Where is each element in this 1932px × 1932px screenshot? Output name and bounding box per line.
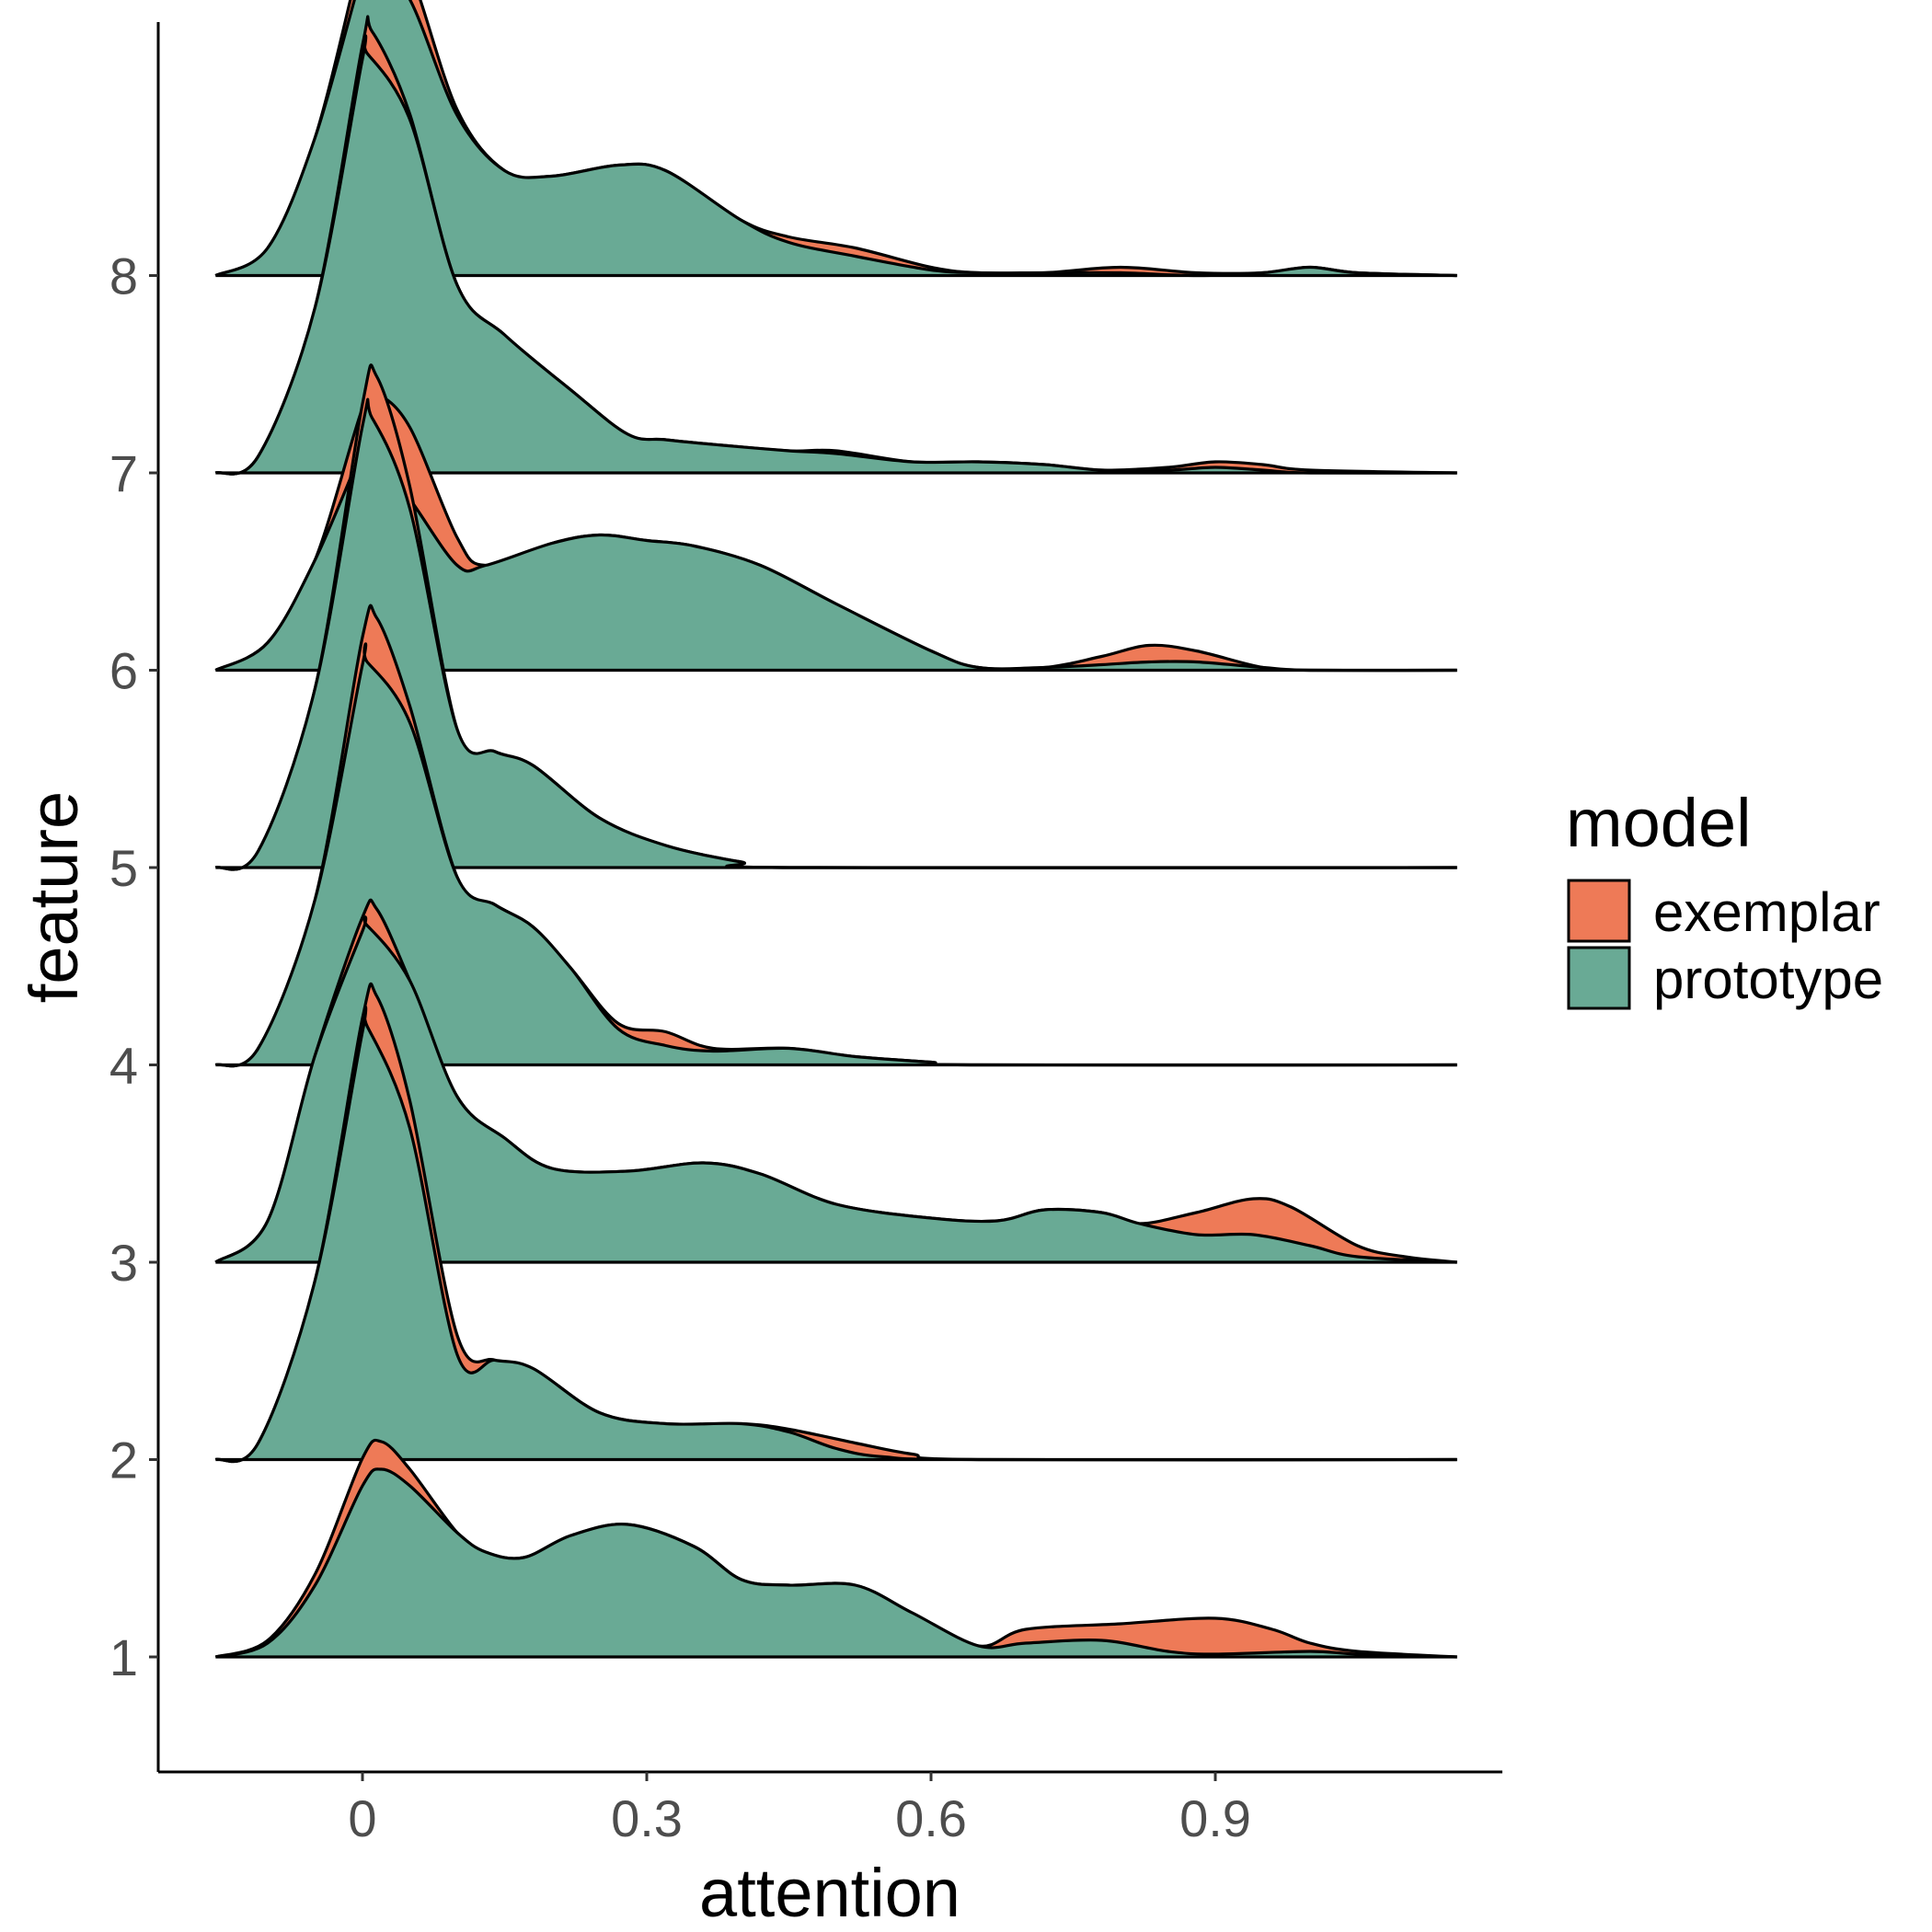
x-axis-title: attention xyxy=(699,1855,960,1931)
density-line-prototype-7 xyxy=(214,34,1457,476)
x-tick-label: 0.6 xyxy=(895,1789,967,1847)
legend: model exemplar prototype xyxy=(1566,785,1883,1010)
density-fill-prototype-7 xyxy=(215,35,1457,475)
legend-title: model xyxy=(1566,785,1752,861)
x-tick-label: 0 xyxy=(348,1789,376,1847)
y-tick-label: 3 xyxy=(109,1234,138,1292)
density-line-prototype-1 xyxy=(214,1467,1457,1659)
ridge-feature-7 xyxy=(214,15,1457,476)
y-ticks: 1 2 3 4 5 6 7 8 xyxy=(109,247,158,1686)
density-fill-prototype-2 xyxy=(215,1006,1457,1462)
y-tick-label: 8 xyxy=(109,247,138,305)
ridge-feature-1 xyxy=(214,1438,1457,1659)
x-tick-label: 0.3 xyxy=(611,1789,683,1847)
density-line-prototype-2 xyxy=(214,1005,1457,1464)
density-fill-prototype-6 xyxy=(215,436,1457,671)
y-tick-label: 4 xyxy=(109,1037,138,1095)
legend-label-exemplar: exemplar xyxy=(1653,881,1880,943)
y-tick-label: 1 xyxy=(109,1628,138,1686)
y-tick-label: 5 xyxy=(109,839,138,897)
density-line-prototype-4 xyxy=(214,642,1457,1068)
axes-layer xyxy=(156,22,1502,1774)
density-fill-prototype-4 xyxy=(215,643,1457,1066)
legend-item-exemplar: exemplar xyxy=(1567,879,1880,943)
y-tick-label: 7 xyxy=(109,444,138,502)
density-fill-prototype-1 xyxy=(215,1468,1457,1657)
y-tick-label: 2 xyxy=(109,1432,138,1489)
ridge-feature-2 xyxy=(214,982,1457,1464)
x-tick-label: 0.9 xyxy=(1179,1789,1251,1847)
legend-swatch-exemplar xyxy=(1567,879,1631,943)
legend-swatch-prototype xyxy=(1567,946,1631,1010)
ridges-layer xyxy=(214,0,1457,1659)
density-fill-prototype-3 xyxy=(215,916,1457,1262)
density-fill-prototype-8 xyxy=(215,0,1457,276)
legend-item-prototype: prototype xyxy=(1567,946,1883,1010)
legend-label-prototype: prototype xyxy=(1653,949,1883,1010)
y-axis-title: feature xyxy=(16,791,92,1003)
y-tick-label: 6 xyxy=(109,642,138,700)
density-line-prototype-3 xyxy=(214,915,1457,1264)
x-ticks: 0 0.3 0.6 0.9 xyxy=(348,1772,1251,1847)
